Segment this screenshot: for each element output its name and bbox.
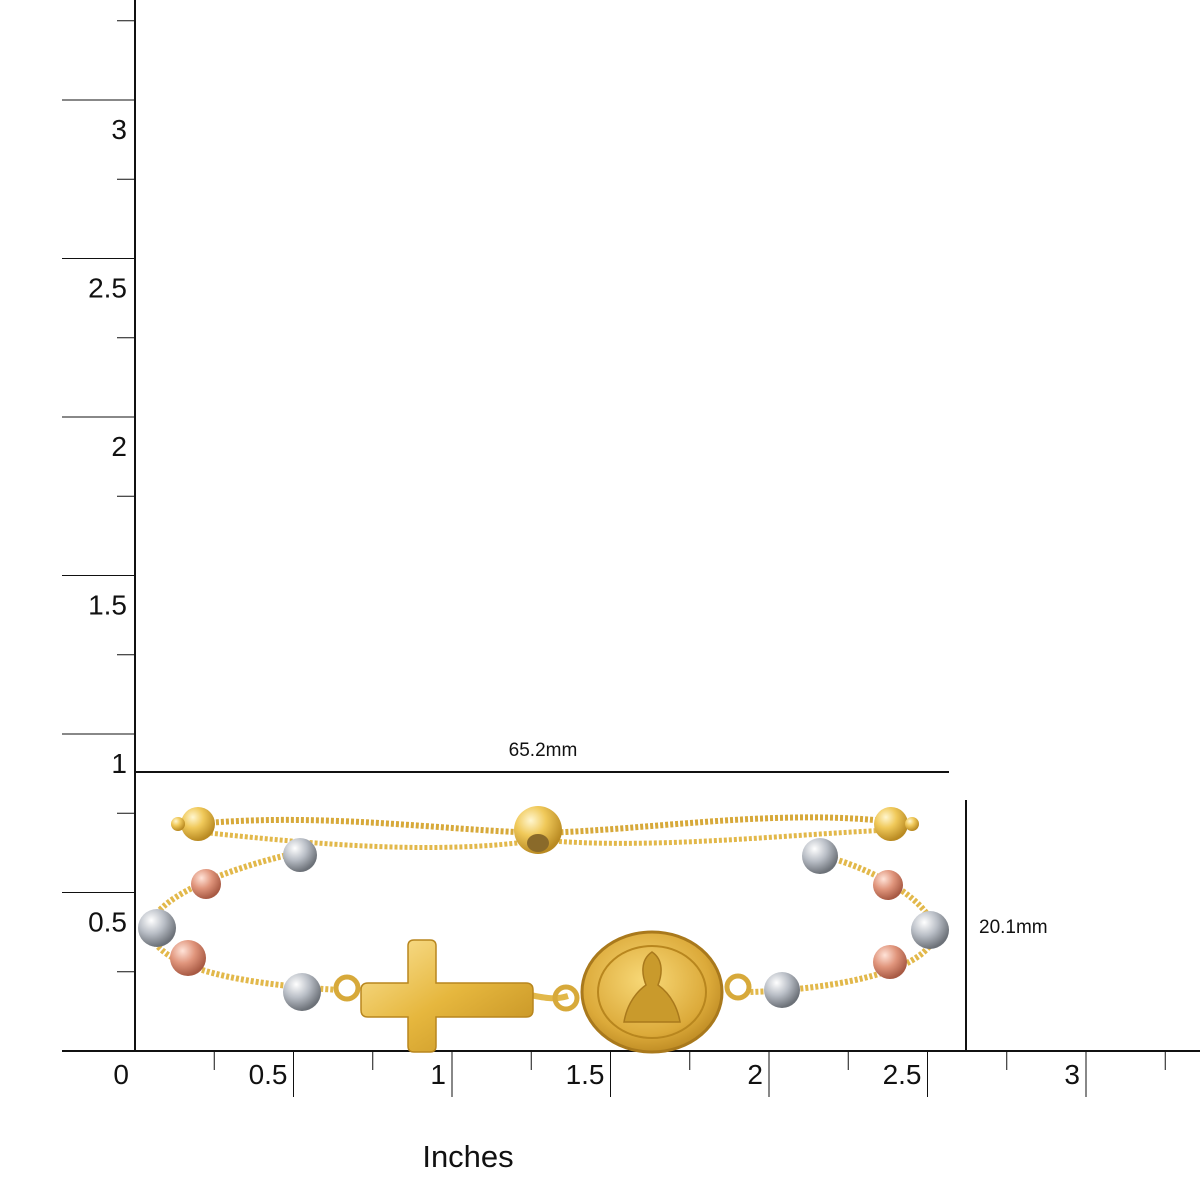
bead-rose-3	[873, 870, 903, 900]
y-axis-ticks: 0.5 1 1.5 2 2.5 3	[62, 20, 135, 973]
ruler: 0.5 1 1.5 2 2.5 3 0 0.5 1 1.5 2 2.5 3 Inches	[62, 0, 1200, 1174]
jump-ring-left	[333, 974, 361, 1002]
slider-bead	[514, 806, 562, 854]
y-tick-label: 2.5	[88, 273, 127, 304]
bead-rose-2	[170, 940, 206, 976]
x-axis-ticks: 0 0.5 1 1.5 2 2.5 3	[113, 1051, 1166, 1097]
y-tick-label: 1.5	[88, 590, 127, 621]
chain-upper-strand	[195, 814, 894, 837]
medal-figure	[623, 951, 681, 1023]
end-tip-left	[171, 817, 185, 831]
y-tick-label: 3	[111, 114, 127, 145]
y-tick-label: 1	[111, 748, 127, 779]
x-tick-label: 3	[1064, 1059, 1080, 1090]
bead-white-1	[283, 838, 317, 872]
unit-label: Inches	[422, 1139, 513, 1174]
bead-white-6	[764, 972, 800, 1008]
end-bead-right	[874, 807, 908, 841]
x-tick-label: 1	[430, 1059, 446, 1090]
bracelet-illustration	[138, 806, 949, 1054]
slider-bead-hole	[527, 834, 549, 852]
width-dimension: 65.2mm	[135, 740, 949, 773]
end-bead-left	[181, 807, 215, 841]
chain-lower-loop-right	[749, 852, 939, 995]
chain-lower-center	[529, 992, 569, 1002]
bead-rose-1	[191, 869, 221, 899]
medal-inner-border	[597, 945, 707, 1039]
jump-ring-right	[724, 973, 752, 1001]
x-tick-label: 0.5	[249, 1059, 288, 1090]
x-tick-label: 2	[747, 1059, 763, 1090]
end-tip-right	[905, 817, 919, 831]
bead-white-5	[911, 911, 949, 949]
y-tick-label: 2	[111, 431, 127, 462]
bead-rose-4	[873, 945, 907, 979]
x-tick-label: 2.5	[883, 1059, 922, 1090]
x-tick-label: 0	[113, 1059, 129, 1090]
cross-charm	[360, 939, 534, 1053]
bead-white-2	[138, 909, 176, 947]
height-dimension: 20.1mm	[965, 800, 1048, 1051]
height-dimension-label: 20.1mm	[979, 917, 1048, 938]
jump-ring-mid	[552, 984, 580, 1012]
bead-white-4	[802, 838, 838, 874]
bead-white-3	[283, 973, 321, 1011]
width-dimension-label: 65.2mm	[509, 740, 578, 761]
x-tick-label: 1.5	[566, 1059, 605, 1090]
y-tick-label: 0.5	[88, 907, 127, 938]
